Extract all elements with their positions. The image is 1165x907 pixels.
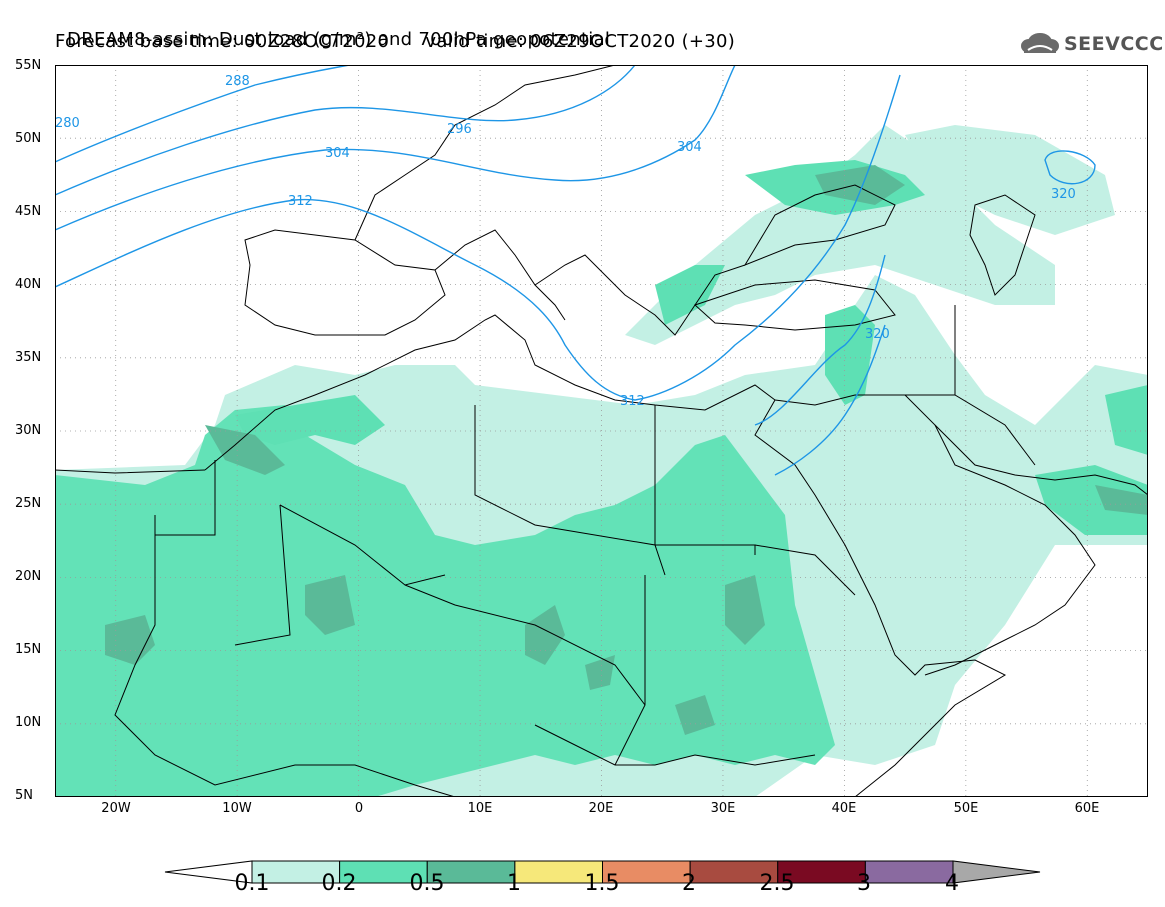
colorbar-label: 1 [507, 871, 521, 896]
colorbar-label: 0.1 [234, 871, 270, 896]
lat-label: 20N [15, 569, 42, 584]
lat-label: 55N [15, 58, 42, 73]
title-line-2: Forecast base time: 00Z28OCT2020 valid t… [55, 31, 736, 52]
lat-label: 40N [15, 277, 42, 292]
contour-labels: 288 296 304 312 320 312 320 280 304 [55, 74, 1076, 409]
colorbar-label: 0.5 [409, 871, 445, 896]
lat-label: 5N [15, 788, 33, 803]
logo-text: SEEVCCC [1064, 33, 1164, 55]
contour-label: 288 [225, 74, 250, 89]
graticule [55, 65, 1148, 797]
colorbar-label: 1.5 [584, 871, 620, 896]
lat-label: 10N [15, 715, 42, 730]
lat-label: 30N [15, 423, 42, 438]
title-line-1: DREAM8-assim: Dust load (g/m²) and 700hP… [67, 29, 611, 50]
lon-label: 0 [354, 801, 364, 816]
contour-label: 312 [288, 194, 313, 209]
lat-label: 50N [15, 131, 42, 146]
dust-map: 288 296 304 312 320 312 320 280 304 [55, 65, 1148, 797]
lon-label: 30E [710, 801, 736, 816]
colorbar-label: 2 [682, 871, 696, 896]
lon-label: 10W [222, 801, 252, 816]
lat-label: 35N [15, 350, 42, 365]
colorbar-label: 0.2 [321, 871, 357, 896]
lat-label: 45N [15, 204, 42, 219]
cloud-icon [1021, 33, 1059, 53]
contour-label: 296 [447, 122, 472, 137]
contour-label: 320 [1051, 187, 1076, 202]
colorbar [164, 860, 1041, 884]
contour-label: 304 [325, 146, 350, 161]
lat-label: 25N [15, 496, 42, 511]
lon-label: 60E [1074, 801, 1100, 816]
lat-label: 15N [15, 642, 42, 657]
colorbar-high-arrow [952, 860, 1041, 884]
contour-label: 280 [55, 116, 80, 131]
contour-label: 320 [865, 327, 890, 342]
lon-label: 50E [953, 801, 979, 816]
lon-label: 20E [588, 801, 614, 816]
geopotential-contours [55, 65, 1096, 476]
seevccc-logo: SEEVCCC [1018, 26, 1163, 60]
lon-label: 40E [831, 801, 857, 816]
colorbar-label: 3 [857, 871, 871, 896]
lon-label: 20W [101, 801, 131, 816]
chart-title: DREAM8-assim: Dust load (g/m²) and 700hP… [55, 10, 735, 70]
coastlines [55, 65, 1148, 797]
lon-label: 10E [467, 801, 493, 816]
colorbar-label: 4 [945, 871, 959, 896]
contour-label: 304 [677, 140, 702, 155]
contour-label: 312 [620, 394, 645, 409]
colorbar-label: 2.5 [759, 871, 795, 896]
